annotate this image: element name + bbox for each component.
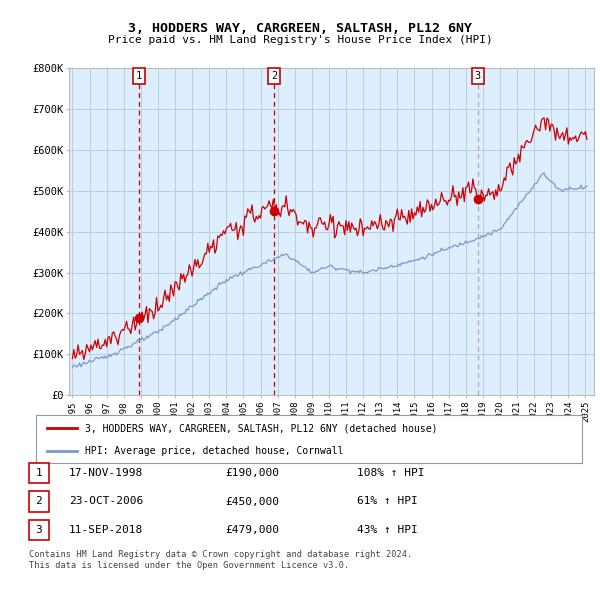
Text: 11-SEP-2018: 11-SEP-2018 xyxy=(69,525,143,535)
Text: 23-OCT-2006: 23-OCT-2006 xyxy=(69,497,143,506)
Text: 3: 3 xyxy=(475,71,481,81)
Text: 1: 1 xyxy=(136,71,142,81)
Text: 17-NOV-1998: 17-NOV-1998 xyxy=(69,468,143,478)
Text: £190,000: £190,000 xyxy=(225,468,279,478)
Text: 3, HODDERS WAY, CARGREEN, SALTASH, PL12 6NY (detached house): 3, HODDERS WAY, CARGREEN, SALTASH, PL12 … xyxy=(85,423,437,433)
Text: 1: 1 xyxy=(35,468,42,478)
Text: 3: 3 xyxy=(35,525,42,535)
Text: HPI: Average price, detached house, Cornwall: HPI: Average price, detached house, Corn… xyxy=(85,446,344,456)
Text: £450,000: £450,000 xyxy=(225,497,279,506)
Text: 2: 2 xyxy=(35,497,42,506)
Text: £479,000: £479,000 xyxy=(225,525,279,535)
Text: 43% ↑ HPI: 43% ↑ HPI xyxy=(357,525,418,535)
Text: 108% ↑ HPI: 108% ↑ HPI xyxy=(357,468,425,478)
Text: 2: 2 xyxy=(271,71,278,81)
Text: This data is licensed under the Open Government Licence v3.0.: This data is licensed under the Open Gov… xyxy=(29,561,349,570)
Text: 61% ↑ HPI: 61% ↑ HPI xyxy=(357,497,418,506)
Text: Contains HM Land Registry data © Crown copyright and database right 2024.: Contains HM Land Registry data © Crown c… xyxy=(29,550,412,559)
Text: Price paid vs. HM Land Registry's House Price Index (HPI): Price paid vs. HM Land Registry's House … xyxy=(107,35,493,45)
Text: 3, HODDERS WAY, CARGREEN, SALTASH, PL12 6NY: 3, HODDERS WAY, CARGREEN, SALTASH, PL12 … xyxy=(128,22,472,35)
